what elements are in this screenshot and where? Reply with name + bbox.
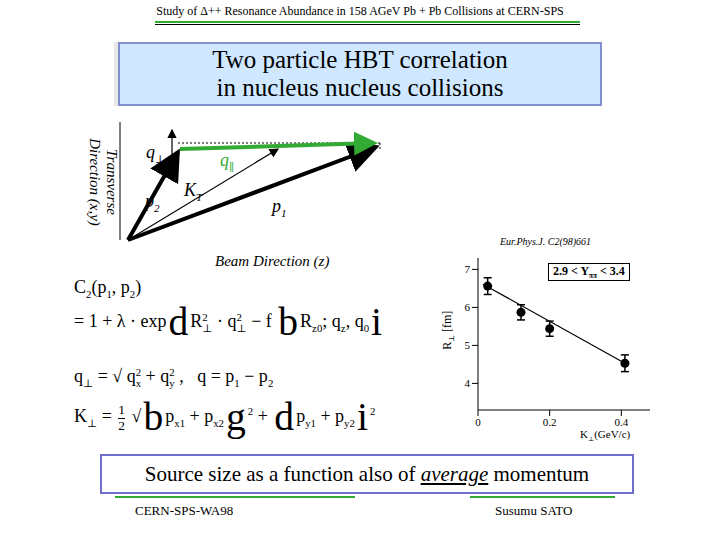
html-text:2.9 < Yππ< 3.4: 2.9 < Yππ< 3.4	[553, 264, 625, 281]
html-text:C2(p1, p2): C2(p1, p2)	[74, 276, 142, 300]
html-text:Direction (x,y): Direction (x,y)	[87, 138, 103, 226]
html-text:CERN-SPS-WA98: CERN-SPS-WA98	[135, 503, 234, 518]
svg-text:p1: p1	[270, 196, 287, 219]
html-text:[fm]: [fm]	[439, 310, 454, 335]
html-text:Transverse: Transverse	[104, 149, 120, 215]
html-text:Rz0; qz, q0: Rz0; qz, q0	[300, 311, 369, 334]
html-text:Eur.Phys.J. C2(98)661: Eur.Phys.J. C2(98)661	[500, 236, 592, 247]
html-text:b: b	[278, 300, 299, 345]
html-text:2: 2	[369, 405, 376, 418]
html-text:in nucleus nucleus collisions: in nucleus nucleus collisions	[216, 74, 504, 101]
svg-text:q∥: q∥	[220, 150, 234, 173]
html-text:b: b	[143, 395, 164, 440]
html-text:R2: R2	[190, 311, 208, 332]
svg-text:4: 4	[465, 377, 471, 389]
html-text:d: d	[274, 395, 295, 440]
html-text:⊥− f: ⊥− f	[236, 311, 277, 334]
html-text:Two particle HBT correlation: Two particle HBT correlation	[212, 46, 508, 73]
html-text:py1+ py2: py1+ py2	[296, 406, 355, 429]
html-text:R: R	[439, 341, 454, 350]
html-text:Study of Δ++ Resonance Abundan: Study of Δ++ Resonance Abundance in 158 …	[156, 4, 564, 18]
html-text:2√: 2√	[118, 406, 142, 433]
html-text:i: i	[356, 395, 368, 440]
html-text:⊥· q2: ⊥· q2	[202, 311, 242, 334]
svg-text:KT: KT	[183, 180, 203, 203]
svg-text:5: 5	[465, 339, 471, 351]
svg-text:0: 0	[475, 416, 481, 428]
html-text:g: g	[226, 395, 246, 440]
html-text:q⊥= √ q2: q⊥= √ q2	[74, 366, 142, 389]
html-text:d: d	[168, 300, 189, 345]
html-text:Susumu SATO: Susumu SATO	[495, 503, 573, 518]
svg-text:q⊥: q⊥	[146, 142, 166, 165]
svg-text:6: 6	[465, 301, 471, 313]
html-text:K⊥(GeV/c): K⊥(GeV/c)	[580, 428, 631, 443]
html-text:Source size as a function also: Source size as a function also of averag…	[144, 461, 590, 486]
svg-text:p2: p2	[143, 191, 160, 214]
html-text:= 1 + λ · exp: = 1 + λ · exp	[74, 311, 167, 332]
html-text:i: i	[371, 300, 382, 345]
svg-text:7: 7	[465, 263, 471, 275]
html-text:Beam Direction (z): Beam Direction (z)	[215, 253, 330, 269]
html-text:2+: 2+	[247, 405, 273, 427]
html-text:K⊥=1: K⊥=1	[74, 401, 126, 429]
html-text:y, q = p1− p2: y, q = p1− p2	[169, 366, 274, 390]
svg-text:0.4: 0.4	[614, 416, 628, 428]
html-text:px1+ px2: px1+ px2	[165, 406, 224, 429]
html-text:x+ q2: x+ q2	[135, 366, 175, 390]
svg-text:0.2: 0.2	[543, 416, 557, 428]
